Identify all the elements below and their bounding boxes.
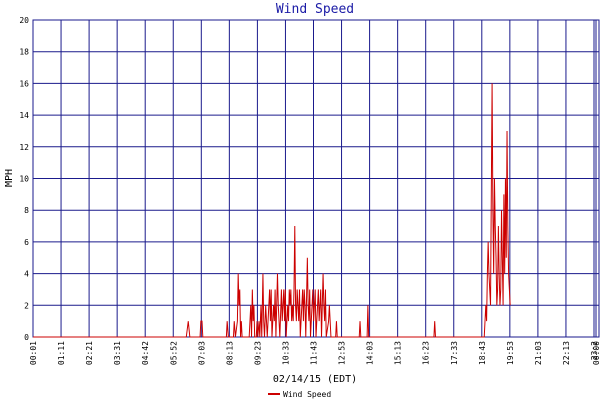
x-tick-labels: 00:01 01:11 02:21 03:31 04:42 05:52 07:03 08:13… [29, 341, 600, 365]
x-tick-label: 05:52 [169, 341, 178, 365]
x-tick-label: 08:13 [225, 341, 234, 365]
y-tick-label: 10 [19, 175, 29, 184]
x-tick-label: 18:43 [478, 341, 487, 365]
y-tick-label: 20 [19, 16, 29, 25]
y-tick-labels: 0 2 4 6 8 10 12 14 16 18 20 [19, 16, 29, 342]
x-tick-label: 19:53 [506, 341, 515, 365]
chart-title: Wind Speed [276, 2, 354, 17]
x-tick-label: 02:21 [85, 341, 94, 365]
legend-label-wind-speed: Wind Speed [283, 390, 331, 399]
x-tick-label: 15:13 [394, 341, 403, 365]
x-tick-label: 03:31 [113, 341, 122, 365]
y-axis-label: MPH [4, 169, 15, 187]
x-tick-label: 01:11 [57, 341, 66, 365]
x-tick-label: 10:33 [281, 341, 290, 365]
x-tick-label: 23:2 [590, 341, 599, 360]
y-tick-label: 18 [19, 48, 29, 57]
x-tick-label: 07:03 [197, 341, 206, 365]
x-tick-label: 14:03 [366, 341, 375, 365]
x-tick-label: 04:42 [141, 341, 150, 365]
y-tick-label: 2 [24, 301, 29, 310]
x-tick-label: 09:23 [253, 341, 262, 365]
x-tick-label: 12:53 [338, 341, 347, 365]
x-tick-label: 17:33 [450, 341, 459, 365]
legend: Wind Speed [268, 390, 331, 399]
y-tick-label: 4 [24, 270, 29, 279]
x-axis-label: 02/14/15 (EDT) [273, 374, 357, 385]
x-tick-label: 00:01 [29, 341, 38, 365]
x-tick-label: 22:13 [562, 341, 571, 365]
y-tick-label: 16 [19, 79, 29, 88]
x-tick-label: 11:43 [310, 341, 319, 365]
x-tick-label: 21:03 [534, 341, 543, 365]
y-tick-label: 0 [24, 333, 29, 342]
grid-lines [32, 19, 600, 338]
series-line-wind-speed [33, 83, 511, 338]
y-tick-label: 8 [24, 206, 29, 215]
y-tick-label: 6 [24, 238, 29, 247]
y-tick-label: 14 [19, 111, 29, 120]
x-tick-label: 00:00 [592, 341, 600, 365]
x-tick-label: 16:23 [422, 341, 431, 365]
y-tick-label: 12 [19, 143, 29, 152]
series-layer [33, 83, 511, 338]
